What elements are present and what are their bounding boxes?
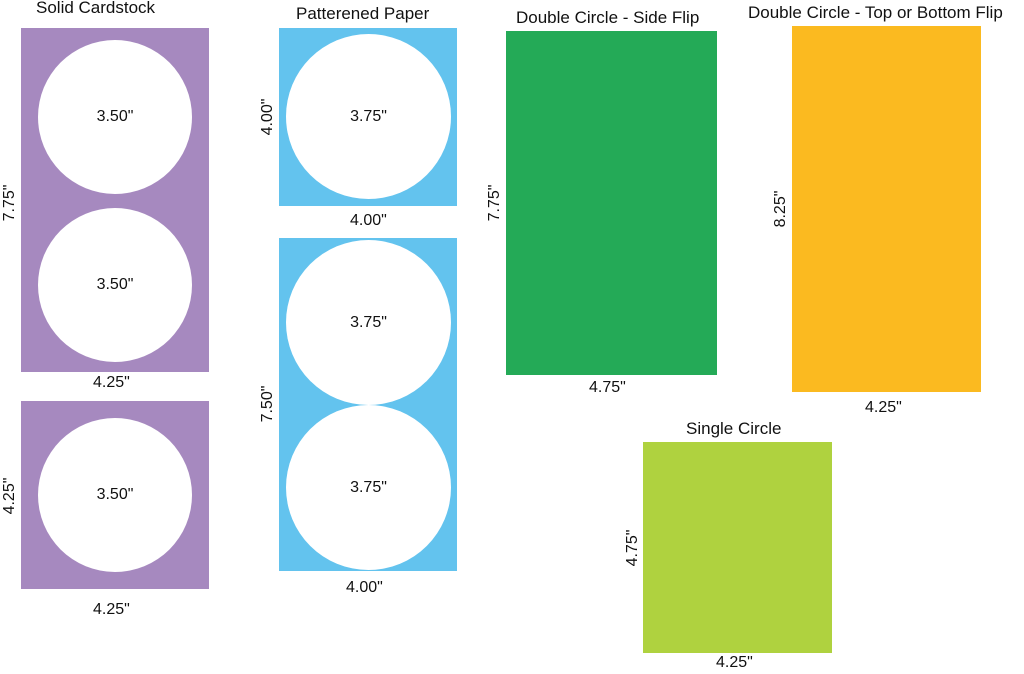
patterned-paper-panel-short: 3.75" xyxy=(279,28,457,206)
side-flip-card-base xyxy=(506,31,717,375)
single-circle-card-base xyxy=(643,442,832,653)
patterned-paper-panel-tall: 3.75" 3.75" xyxy=(279,238,457,571)
patterned-paper-title: Patterened Paper xyxy=(296,4,430,23)
single-circle-title: Single Circle xyxy=(686,419,782,438)
circle-diameter-label: 3.50" xyxy=(96,486,134,503)
circle-cutout: 3.75" xyxy=(286,405,451,570)
circle-diameter-label: 3.50" xyxy=(96,108,134,125)
solid-cardstock-title: Solid Cardstock xyxy=(36,0,156,17)
circle-cutout: 3.75" xyxy=(286,240,451,405)
top-bottom-flip-title: Double Circle - Top or Bottom Flip xyxy=(748,3,1003,22)
top-bottom-flip-width-label: 4.25" xyxy=(865,399,902,416)
circle-cutout: 3.75" xyxy=(286,34,451,199)
side-flip-height-label: 7.75" xyxy=(486,184,503,222)
solid-cardstock-tall-height-label: 7.75" xyxy=(1,184,18,222)
single-circle-width-label: 4.25" xyxy=(716,654,753,671)
solid-cardstock-tall-width-label: 4.25" xyxy=(93,374,130,391)
circle-diameter-label: 3.50" xyxy=(96,276,134,293)
circle-diameter-label: 3.75" xyxy=(350,478,387,496)
top-bottom-flip-height-label: 8.25" xyxy=(772,190,789,228)
solid-cardstock-panel-tall: 3.50" 3.50" xyxy=(21,28,209,372)
solid-cardstock-short-height-label: 4.25" xyxy=(1,477,18,515)
single-circle-height-label: 4.75" xyxy=(624,529,641,567)
solid-cardstock-short-width-label: 4.25" xyxy=(93,601,130,618)
patterned-paper-tall-width-label: 4.00" xyxy=(346,579,383,596)
side-flip-title: Double Circle - Side Flip xyxy=(516,8,700,27)
solid-cardstock-panel-short: 3.50" xyxy=(21,401,209,589)
circle-diameter-label: 3.75" xyxy=(350,313,387,331)
circle-cutout: 3.50" xyxy=(38,208,192,362)
patterned-paper-short-width-label: 4.00" xyxy=(350,212,387,229)
circle-cutout: 3.50" xyxy=(38,418,192,572)
circle-cutout: 3.50" xyxy=(38,40,192,194)
top-bottom-flip-card-base xyxy=(792,26,981,392)
patterned-paper-tall-height-label: 7.50" xyxy=(259,385,276,423)
patterned-paper-short-height-label: 4.00" xyxy=(259,98,276,136)
circle-diameter-label: 3.75" xyxy=(350,107,387,125)
side-flip-width-label: 4.75" xyxy=(589,379,626,396)
